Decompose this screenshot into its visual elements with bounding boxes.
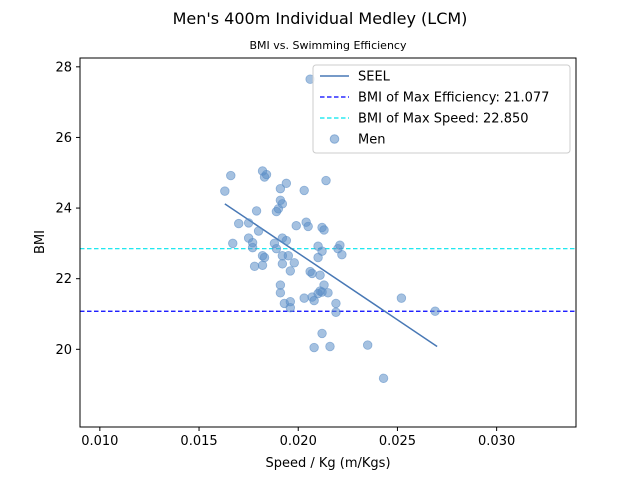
legend: SEEL BMI of Max Efficiency: 21.077 BMI of … [312,64,571,154]
data-point [285,302,296,313]
legend-handle-marker [329,134,340,144]
chart-subtitle: BMI vs. Swimming Efficiency [250,39,407,52]
data-point [291,221,301,231]
y-tick-label: 20 [55,343,72,358]
data-point [259,252,270,263]
data-point [285,266,296,276]
data-point [277,259,288,269]
y-tick-label: 22 [55,272,72,287]
data-point [299,185,309,196]
x-axis-label: Speed / Kg (m/Kgs) [265,456,390,471]
data-point [271,206,282,217]
data-point [299,293,309,303]
plot-frame [79,57,577,428]
data-point [378,373,389,383]
legend-label: SEEL [358,70,391,85]
y-tick-label: 28 [55,60,72,75]
data-point [303,221,313,232]
data-point [281,178,292,189]
data-point [283,251,294,261]
chart-title: Men's 400m Individual Medley (LCM) [173,9,468,28]
data-point [228,238,238,249]
data-point [257,260,268,270]
data-point [309,295,319,306]
data-point [315,270,325,280]
data-point [249,261,260,272]
data-point [337,249,347,260]
seel-fit-line [224,203,438,348]
data-point [319,225,329,235]
data-point [259,172,270,182]
legend-label: BMI of Max Efficiency: 21.077 [358,91,549,106]
data-point [251,206,262,216]
x-tick-label: 0.010 [81,434,118,449]
legend-label: BMI of Max Speed: 22.850 [358,112,529,127]
data-point [309,342,319,353]
plot-area: 0.010 0.015 0.020 0.025 0.030 20 22 24 26 28 [55,57,577,449]
legend-box [312,64,571,154]
data-point [275,288,286,298]
data-point [247,242,258,253]
data-point [271,243,282,254]
data-point [289,258,299,268]
data-point [234,218,244,229]
y-axis-label: BMI [33,230,48,254]
x-tick-label: 0.025 [379,434,416,449]
data-point [396,293,407,303]
x-tick-label: 0.030 [478,434,515,449]
data-point [275,280,286,290]
data-point [307,268,317,279]
data-point [321,175,331,186]
data-point [323,288,333,298]
y-tick-label: 26 [55,131,72,146]
data-point [275,183,286,194]
data-point [243,218,254,228]
x-tick-label: 0.020 [280,434,317,449]
data-point [226,170,236,181]
data-point [362,340,373,350]
data-point [313,252,323,263]
data-point [317,328,327,339]
data-point [281,235,292,246]
legend-label: Men [358,133,385,148]
data-point [331,298,341,309]
x-tick-label: 0.015 [180,434,217,449]
y-tick-label: 24 [55,202,72,217]
data-point [325,341,335,352]
data-point [253,226,264,236]
data-point [220,186,230,196]
data-point [430,306,440,316]
data-point [331,307,341,317]
